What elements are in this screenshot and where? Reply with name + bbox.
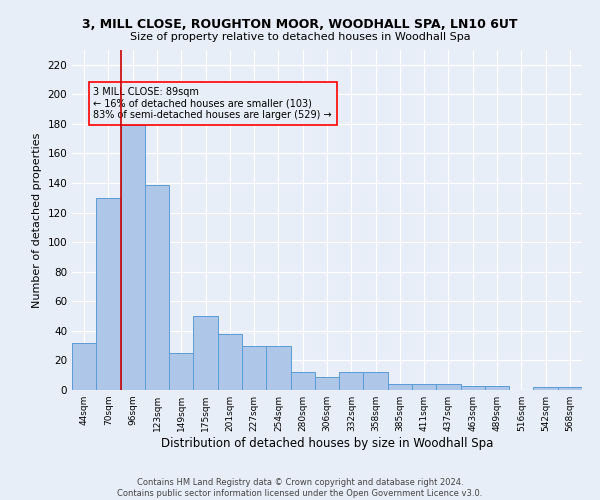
X-axis label: Distribution of detached houses by size in Woodhall Spa: Distribution of detached houses by size … (161, 437, 493, 450)
Bar (218, 334, 242, 390)
Bar (533, 387, 558, 390)
Bar (485, 386, 509, 390)
Text: Size of property relative to detached houses in Woodhall Spa: Size of property relative to detached ho… (130, 32, 470, 42)
Bar (96, 198, 121, 390)
Bar (412, 384, 436, 390)
Bar (121, 126, 145, 390)
Bar (169, 353, 193, 390)
Bar (364, 372, 388, 390)
Bar (145, 184, 169, 390)
Bar (266, 346, 290, 390)
Bar (242, 346, 266, 390)
Bar (388, 384, 412, 390)
Bar (193, 316, 218, 390)
Bar (558, 387, 582, 390)
Y-axis label: Number of detached properties: Number of detached properties (32, 132, 42, 308)
Bar (315, 376, 339, 390)
Text: 3 MILL CLOSE: 89sqm
← 16% of detached houses are smaller (103)
83% of semi-detac: 3 MILL CLOSE: 89sqm ← 16% of detached ho… (94, 87, 332, 120)
Text: Contains HM Land Registry data © Crown copyright and database right 2024.
Contai: Contains HM Land Registry data © Crown c… (118, 478, 482, 498)
Bar (290, 372, 315, 390)
Text: 3, MILL CLOSE, ROUGHTON MOOR, WOODHALL SPA, LN10 6UT: 3, MILL CLOSE, ROUGHTON MOOR, WOODHALL S… (82, 18, 518, 30)
Bar (436, 384, 461, 390)
Bar (72, 342, 96, 390)
Bar (339, 372, 364, 390)
Bar (461, 386, 485, 390)
